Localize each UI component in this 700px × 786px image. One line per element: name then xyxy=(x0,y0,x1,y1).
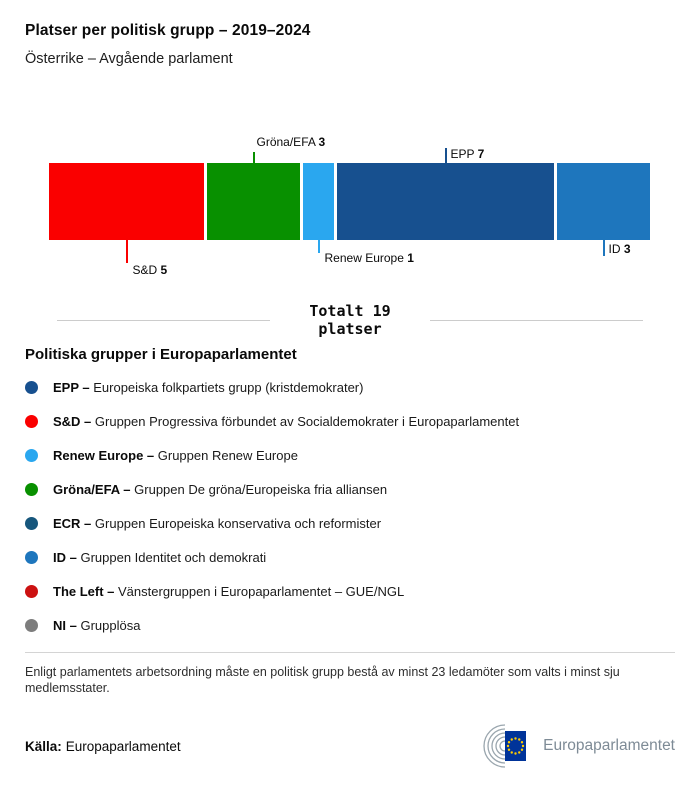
callout-line-epp xyxy=(444,148,447,163)
bar-segment-renew-europe xyxy=(303,163,334,240)
legend-label: ECR – Gruppen Europeiska konservativa oc… xyxy=(53,516,382,531)
callout-line-id xyxy=(602,240,605,256)
legend-item-renew-europe: Renew Europe – Gruppen Renew Europe xyxy=(25,448,675,463)
bar-segment-id xyxy=(557,163,650,240)
footnote-section: Enligt parlamentets arbetsordning måste … xyxy=(0,652,700,696)
bar-label-s-d: S&D 5 xyxy=(132,263,168,277)
stacked-bar xyxy=(49,163,650,240)
legend-list: EPP – Europeiska folkpartiets grupp (kri… xyxy=(25,380,675,633)
europarl-logo-icon xyxy=(483,724,527,768)
source-label: Källa: xyxy=(25,738,62,754)
divider-line-left xyxy=(57,319,270,321)
legend-label: S&D – Gruppen Progressiva förbundet av S… xyxy=(53,414,520,429)
footer: Källa: Europaparlamentet Europaparlamente… xyxy=(0,722,700,770)
legend-label: ID – Gruppen Identitet och demokrati xyxy=(53,550,267,565)
eu-flag xyxy=(505,731,527,761)
total-seats-line1: Totalt 19 xyxy=(309,302,391,320)
legend-label: The Left – Vänstergruppen i Europaparlam… xyxy=(53,584,405,599)
europarl-logo: Europaparlamentet xyxy=(459,722,675,770)
legend-item-s-d: S&D – Gruppen Progressiva förbundet av S… xyxy=(25,414,675,429)
legend-item-ni: NI – Grupplösa xyxy=(25,618,675,633)
total-seats-label: Totalt 19 platser xyxy=(270,302,430,338)
source-line: Källa: Europaparlamentet xyxy=(25,739,181,754)
bar-label-renew-europe: Renew Europe 1 xyxy=(324,251,414,265)
page-subtitle: Österrike – Avgående parlament xyxy=(25,51,233,67)
footnote-text: Enligt parlamentets arbetsordning måste … xyxy=(25,665,620,695)
legend-item-ecr: ECR – Gruppen Europeiska konservativa oc… xyxy=(25,516,675,531)
legend-dot-renew-europe xyxy=(25,449,38,462)
footnote-divider xyxy=(25,652,675,653)
legend-dot-ni xyxy=(25,619,38,632)
eu-flag-stars xyxy=(506,737,525,755)
total-seats-line2: platser xyxy=(318,320,382,338)
bar-label-gr-na-efa: Gröna/EFA 3 xyxy=(256,135,326,149)
bar-label-epp: EPP 7 xyxy=(450,147,485,161)
logo-wordmark: Europaparlamentet xyxy=(543,737,675,754)
callout-line-renew-europe xyxy=(317,240,320,253)
bar-label-id: ID 3 xyxy=(608,242,631,256)
legend-item-the-left: The Left – Vänstergruppen i Europaparlam… xyxy=(25,584,675,599)
legend-dot-gr-na-efa xyxy=(25,483,38,496)
bar-segment-epp xyxy=(337,163,554,240)
legend-label: Gröna/EFA – Gruppen De gröna/Europeiska … xyxy=(53,482,388,497)
legend-dot-ecr xyxy=(25,517,38,530)
legend-item-epp: EPP – Europeiska folkpartiets grupp (kri… xyxy=(25,380,675,395)
legend-dot-epp xyxy=(25,381,38,394)
bar-segment-gr-na-efa xyxy=(207,163,300,240)
legend-dot-the-left xyxy=(25,585,38,598)
callout-line-s-d xyxy=(125,240,128,263)
header: Platser per politisk grupp – 2019–2024 Ö… xyxy=(0,0,700,67)
legend-label: EPP – Europeiska folkpartiets grupp (kri… xyxy=(53,380,364,395)
bar-segment-s-d xyxy=(49,163,204,240)
legend-label: Renew Europe – Gruppen Renew Europe xyxy=(53,448,298,463)
divider-line-right xyxy=(430,319,643,321)
total-seats-divider: Totalt 19 platser xyxy=(0,302,700,338)
legend-label: NI – Grupplösa xyxy=(53,618,141,633)
legend-item-id: ID – Gruppen Identitet och demokrati xyxy=(25,550,675,565)
callout-line-gr-na-efa xyxy=(252,152,255,163)
seats-bar-chart: S&D 5 Gröna/EFA 3 Renew Europe 1 EPP 7 ID 3 xyxy=(0,100,700,300)
legend-dot-s-d xyxy=(25,415,38,428)
legend-heading: Politiska grupper i Europaparlamentet xyxy=(25,346,297,363)
legend-dot-id xyxy=(25,551,38,564)
source-value: Europaparlamentet xyxy=(65,738,181,754)
legend-item-gr-na-efa: Gröna/EFA – Gruppen De gröna/Europeiska … xyxy=(25,482,675,497)
legend-section: Politiska grupper i Europaparlamentet EP… xyxy=(0,346,700,633)
page-title: Platser per politisk grupp – 2019–2024 xyxy=(25,22,311,39)
